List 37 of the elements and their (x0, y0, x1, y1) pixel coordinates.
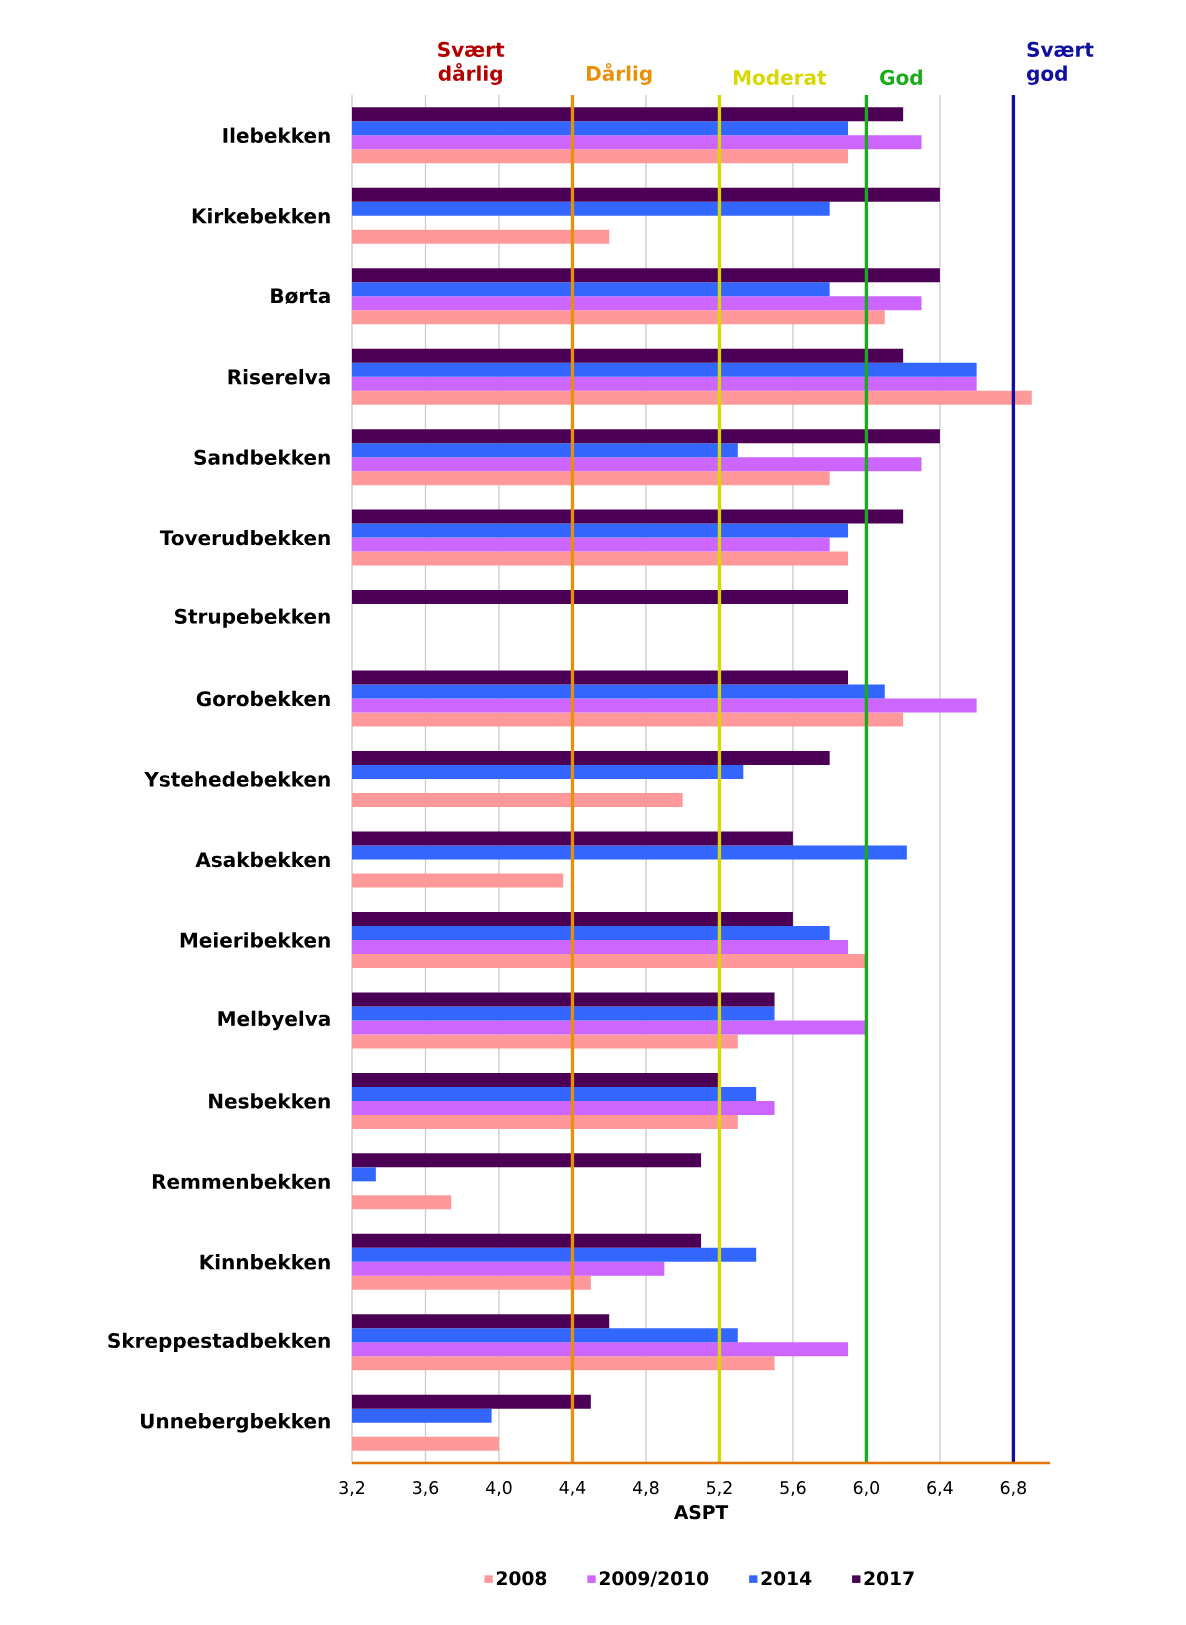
y-tick-label: Kirkebekken (192, 208, 330, 224)
y-tick-label: Meieribekken (180, 932, 330, 948)
y-tick-label: Melbyelva (218, 1010, 330, 1031)
y-tick-label: Riserelva (228, 368, 330, 385)
y-tick-label: Toverudbekken (159, 529, 330, 546)
y-tick-label: Remmenbekken (152, 1173, 330, 1190)
y-tick-label: Sandbekken (194, 449, 330, 465)
x-tick-label: 5,6 (780, 1481, 806, 1496)
text: Svært dårlig (438, 41, 505, 85)
ref-line-label: Dårlig (587, 62, 652, 85)
y-tick-label: Ystehedebekken (144, 771, 330, 787)
x-tick-label: 4,8 (633, 1481, 659, 1496)
legend-label: 2014 (761, 1571, 812, 1586)
ref-line-label: God (880, 69, 922, 85)
y-tick-label: Ilebekken (223, 127, 330, 144)
ref-line-label: Svært god (1027, 41, 1094, 85)
legend-label: 2008 (496, 1571, 547, 1586)
y-tick-label: Gorobekken (196, 690, 330, 707)
legend-label: 2017 (864, 1571, 914, 1586)
x-tick-label: 6,8 (1000, 1481, 1026, 1496)
x-tick-label: 3,2 (339, 1481, 365, 1496)
y-tick-label: Skreppestadbekken (108, 1332, 330, 1352)
y-tick-label: Børta (271, 288, 330, 304)
y-tick-label: Kinnbekken (200, 1254, 330, 1270)
x-tick-label: 4,0 (486, 1481, 512, 1496)
x-tick-label: 3,6 (413, 1481, 439, 1496)
x-tick-label: 4,4 (559, 1481, 586, 1496)
y-tick-label: Nesbekken (209, 1093, 330, 1109)
ref-line-label: Moderat (733, 69, 827, 85)
x-tick-label: 6,0 (853, 1481, 880, 1496)
y-tick-label: Strupebekken (175, 608, 330, 628)
y-tick-label: Unnebergbekken (141, 1413, 330, 1433)
legend-label: 2009/2010 (599, 1571, 709, 1587)
y-tick-label: Asakbekken (195, 851, 330, 868)
x-axis-title: ASPT (674, 1505, 729, 1520)
x-tick-label: 5,2 (706, 1481, 732, 1496)
x-tick-label: 6,4 (927, 1481, 953, 1496)
